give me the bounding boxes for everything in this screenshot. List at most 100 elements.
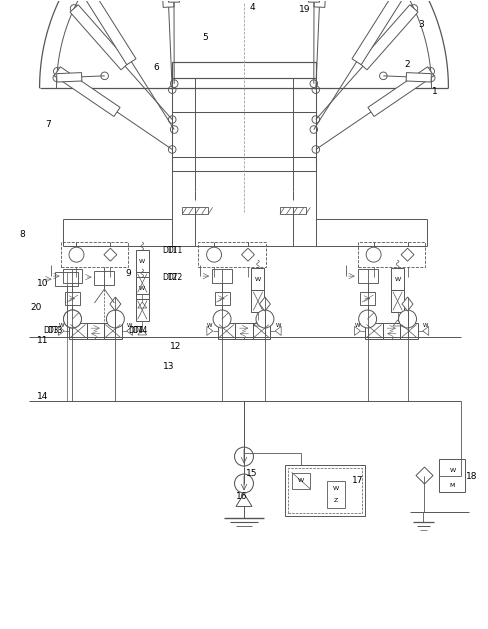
Circle shape xyxy=(168,116,176,123)
Text: 20: 20 xyxy=(30,303,41,311)
Polygon shape xyxy=(103,248,117,261)
Text: 15: 15 xyxy=(246,469,257,478)
Text: 7: 7 xyxy=(45,120,51,129)
Bar xyxy=(326,481,344,508)
Bar xyxy=(69,323,86,338)
Bar xyxy=(217,323,235,338)
Text: DT3: DT3 xyxy=(43,326,59,335)
Circle shape xyxy=(63,310,81,328)
Text: 3: 3 xyxy=(418,20,424,30)
Polygon shape xyxy=(58,326,64,335)
Polygon shape xyxy=(138,302,146,308)
Text: W: W xyxy=(448,468,454,473)
Text: 16: 16 xyxy=(236,492,247,501)
Text: 19: 19 xyxy=(299,6,310,14)
Text: W: W xyxy=(422,323,427,328)
Bar xyxy=(390,290,403,312)
Bar xyxy=(55,272,78,286)
Bar xyxy=(136,299,148,321)
Polygon shape xyxy=(241,248,254,261)
Polygon shape xyxy=(80,0,136,65)
Circle shape xyxy=(311,116,319,123)
Bar xyxy=(365,323,382,338)
Polygon shape xyxy=(406,72,430,82)
Circle shape xyxy=(53,67,61,75)
Circle shape xyxy=(170,126,178,133)
Polygon shape xyxy=(138,329,146,335)
Circle shape xyxy=(309,126,317,133)
Circle shape xyxy=(427,74,434,82)
Polygon shape xyxy=(236,494,251,506)
Polygon shape xyxy=(259,297,270,311)
Circle shape xyxy=(106,310,124,328)
Bar xyxy=(182,208,208,214)
Circle shape xyxy=(409,4,417,12)
Circle shape xyxy=(69,247,84,262)
Text: W: W xyxy=(394,277,400,282)
Circle shape xyxy=(168,86,176,94)
Circle shape xyxy=(358,310,376,328)
Text: 11: 11 xyxy=(37,337,48,345)
Circle shape xyxy=(255,310,273,328)
Polygon shape xyxy=(308,0,319,2)
Bar xyxy=(360,292,374,305)
Bar xyxy=(61,242,128,267)
Text: 14: 14 xyxy=(37,392,48,401)
Polygon shape xyxy=(354,326,360,335)
Polygon shape xyxy=(54,67,120,116)
Bar xyxy=(357,269,377,283)
Polygon shape xyxy=(159,0,174,8)
Text: 6: 6 xyxy=(153,63,159,72)
Bar xyxy=(86,323,104,338)
Text: DT2: DT2 xyxy=(162,272,177,282)
Text: 4: 4 xyxy=(249,3,254,13)
Text: DT1: DT1 xyxy=(167,246,182,255)
Bar xyxy=(252,323,270,338)
Text: M: M xyxy=(449,483,454,488)
Circle shape xyxy=(101,72,108,80)
Polygon shape xyxy=(313,0,328,8)
Bar xyxy=(439,459,465,493)
Polygon shape xyxy=(415,467,432,484)
Polygon shape xyxy=(206,326,212,335)
Circle shape xyxy=(168,146,176,153)
Polygon shape xyxy=(70,5,129,70)
Text: W: W xyxy=(254,277,261,282)
Polygon shape xyxy=(400,248,413,261)
Text: Z: Z xyxy=(333,498,337,503)
Bar xyxy=(251,290,264,312)
Bar xyxy=(279,208,305,214)
Bar xyxy=(198,242,265,267)
Text: 18: 18 xyxy=(465,472,476,481)
Circle shape xyxy=(170,80,178,87)
Text: W: W xyxy=(354,323,360,328)
Circle shape xyxy=(311,146,319,153)
Circle shape xyxy=(309,80,317,87)
Circle shape xyxy=(398,310,416,328)
Text: 12: 12 xyxy=(169,342,181,352)
Polygon shape xyxy=(351,0,407,65)
Text: W: W xyxy=(126,323,132,328)
Bar xyxy=(400,323,417,338)
Text: 8: 8 xyxy=(20,230,25,239)
Text: W: W xyxy=(139,286,145,291)
Circle shape xyxy=(213,310,230,328)
Polygon shape xyxy=(401,297,412,311)
Bar xyxy=(382,323,400,338)
Polygon shape xyxy=(367,67,433,116)
Text: 10: 10 xyxy=(37,279,48,287)
Bar xyxy=(94,271,114,285)
Bar xyxy=(65,292,80,305)
Text: DT4: DT4 xyxy=(132,326,147,335)
Circle shape xyxy=(70,4,78,12)
Bar xyxy=(214,292,229,305)
Polygon shape xyxy=(57,72,81,82)
Text: 2: 2 xyxy=(404,60,409,69)
Bar xyxy=(172,157,315,172)
Bar xyxy=(136,277,148,299)
Text: W: W xyxy=(332,486,338,491)
Text: DT3: DT3 xyxy=(47,326,62,335)
Circle shape xyxy=(53,74,61,82)
Text: W: W xyxy=(275,323,280,328)
Polygon shape xyxy=(392,320,401,326)
